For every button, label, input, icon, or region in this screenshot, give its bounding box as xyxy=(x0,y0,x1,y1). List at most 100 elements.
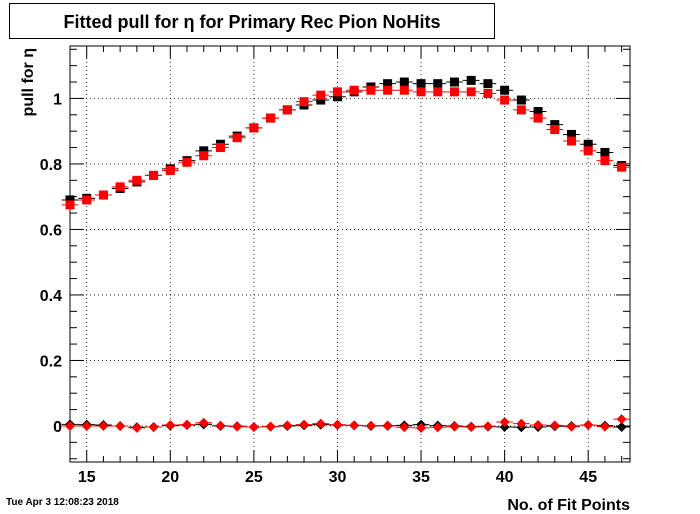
data-point-diamond xyxy=(616,414,627,425)
data-point-diamond xyxy=(81,420,92,431)
y-tick-label: 0.4 xyxy=(40,288,62,305)
data-point-square xyxy=(132,175,142,185)
data-point-diamond xyxy=(382,420,393,431)
data-point-diamond xyxy=(332,419,343,430)
data-point-square xyxy=(115,182,125,192)
data-point-square xyxy=(583,139,593,149)
x-tick-label: 40 xyxy=(496,469,514,486)
data-point-diamond xyxy=(466,421,477,432)
data-point-square xyxy=(566,129,576,139)
x-tick-label: 35 xyxy=(412,469,430,486)
x-tick-label: 45 xyxy=(579,469,597,486)
x-tick-label: 15 xyxy=(78,469,96,486)
data-point-diamond xyxy=(449,421,460,432)
data-point-square xyxy=(282,105,292,115)
y-axis-label: pull for η xyxy=(20,48,37,116)
data-point-square xyxy=(332,92,342,102)
chart-title-box: Fitted pull for η for Primary Rec Pion N… xyxy=(9,3,495,39)
data-point-diamond xyxy=(182,419,193,430)
data-point-diamond xyxy=(349,420,360,431)
data-point-square xyxy=(316,90,326,100)
plot-frame xyxy=(69,45,631,463)
chart-title: Fitted pull for η for Primary Rec Pion N… xyxy=(63,12,441,32)
data-point-square xyxy=(416,87,426,97)
data-point-square xyxy=(299,97,309,107)
data-point-square xyxy=(65,200,75,210)
data-point-diamond xyxy=(315,418,326,429)
data-point-diamond xyxy=(365,420,376,431)
data-point-square xyxy=(550,125,560,135)
data-point-square xyxy=(98,190,108,200)
data-point-square xyxy=(266,113,276,123)
data-point-square xyxy=(483,88,493,98)
data-point-square xyxy=(332,87,342,97)
data-point-diamond xyxy=(583,419,594,430)
data-point-diamond xyxy=(282,420,293,431)
data-point-diamond xyxy=(98,420,109,431)
data-point-square xyxy=(500,85,510,95)
data-point-diamond xyxy=(499,417,510,428)
data-point-diamond xyxy=(616,421,627,432)
data-point-square xyxy=(399,77,409,87)
data-point-diamond xyxy=(148,421,159,432)
data-point-square xyxy=(516,105,526,115)
data-point-square xyxy=(466,75,476,85)
data-point-diamond xyxy=(549,420,560,431)
data-point-square xyxy=(600,147,610,157)
data-point-diamond xyxy=(265,421,276,432)
data-point-square xyxy=(383,79,393,89)
data-point-square xyxy=(483,79,493,89)
data-point-diamond xyxy=(198,417,209,428)
data-point-diamond xyxy=(299,419,310,430)
data-point-square xyxy=(433,79,443,89)
data-point-square xyxy=(516,95,526,105)
data-point-diamond xyxy=(566,421,577,432)
data-point-square xyxy=(149,170,159,180)
data-point-square xyxy=(199,151,209,161)
data-point-square xyxy=(449,77,459,87)
data-point-square xyxy=(550,120,560,130)
data-point-diamond xyxy=(516,418,527,429)
data-point-diamond xyxy=(131,422,142,433)
data-point-diamond xyxy=(482,421,493,432)
y-tick-label: 0.6 xyxy=(40,222,62,239)
data-point-square xyxy=(232,133,242,143)
data-point-diamond xyxy=(215,420,226,431)
data-point-square xyxy=(566,136,576,146)
y-tick-label: 0.8 xyxy=(40,157,62,174)
data-point-diamond xyxy=(432,422,443,433)
data-point-square xyxy=(583,146,593,156)
data-point-square xyxy=(600,156,610,166)
data-point-square xyxy=(249,123,259,133)
data-point-diamond xyxy=(399,422,410,433)
data-point-square xyxy=(466,87,476,97)
x-tick-label: 30 xyxy=(329,469,347,486)
x-axis-label: No. of Fit Points xyxy=(507,497,630,514)
data-point-diamond xyxy=(115,420,126,431)
timestamp: Tue Apr 3 12:08:23 2018 xyxy=(6,497,119,508)
data-point-diamond xyxy=(533,419,544,430)
data-point-diamond xyxy=(248,421,259,432)
data-point-diamond xyxy=(416,422,427,433)
data-point-diamond xyxy=(599,421,610,432)
data-point-square xyxy=(383,85,393,95)
data-point-square xyxy=(449,87,459,97)
y-tick-label: 1 xyxy=(53,91,62,108)
data-point-square xyxy=(182,157,192,167)
x-tick-label: 25 xyxy=(245,469,263,486)
data-point-square xyxy=(366,85,376,95)
data-point-diamond xyxy=(232,421,243,432)
data-point-square xyxy=(433,87,443,97)
data-point-square xyxy=(416,79,426,89)
data-point-diamond xyxy=(65,420,75,431)
y-tick-label: 0.2 xyxy=(40,353,62,370)
data-point-square xyxy=(349,85,359,95)
data-point-square xyxy=(533,113,543,123)
data-point-square xyxy=(500,95,510,105)
data-point-square xyxy=(215,143,225,153)
data-point-diamond xyxy=(165,419,176,430)
data-point-square xyxy=(316,95,326,105)
data-point-square xyxy=(165,165,175,175)
data-point-square xyxy=(617,162,627,172)
data-point-square xyxy=(65,195,75,205)
